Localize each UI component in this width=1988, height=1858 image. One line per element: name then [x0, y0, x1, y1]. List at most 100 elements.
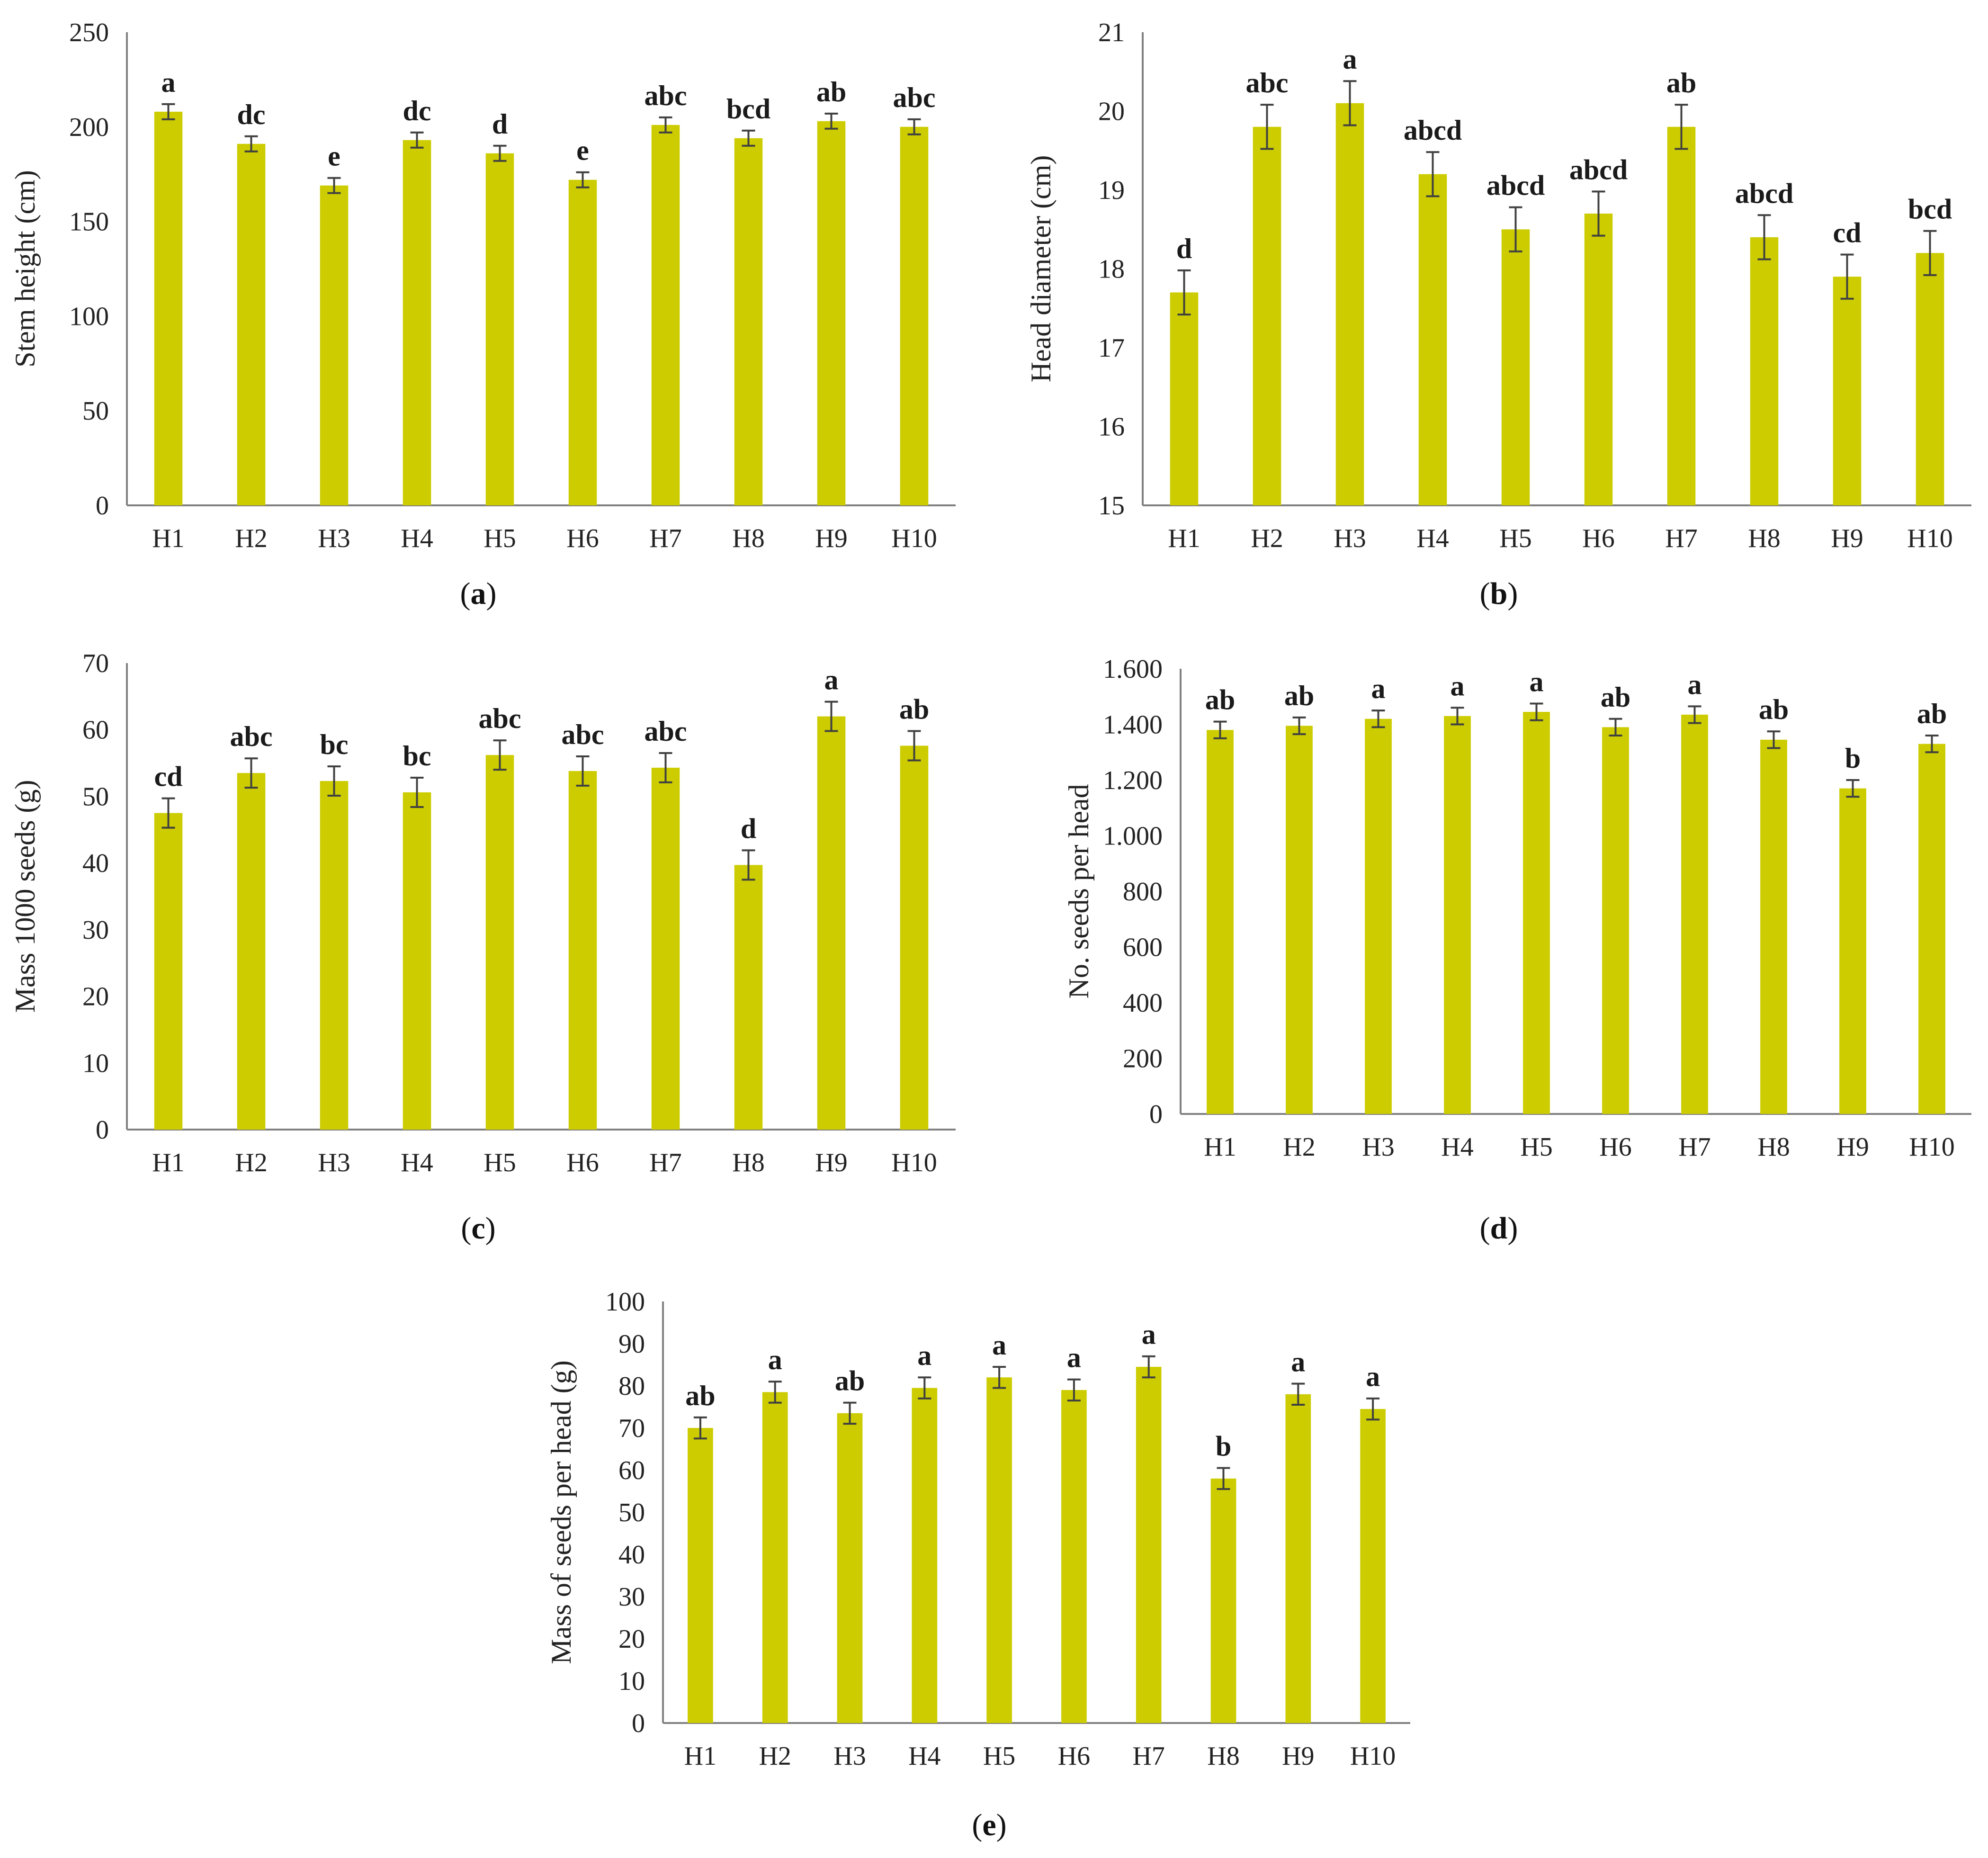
- x-tick-label: H4: [401, 1148, 433, 1177]
- bar-h8: [1210, 1478, 1236, 1723]
- significance-label: bc: [403, 740, 431, 772]
- significance-label: d: [492, 108, 508, 140]
- bar-h6: [1584, 213, 1613, 505]
- chart-panel-b: 15 16 17 18 19 20 21 Head diameter (cm) d H1 abc H2…: [1025, 18, 1971, 611]
- y-tick-label: 60: [618, 1456, 645, 1485]
- significance-label: cd: [1833, 217, 1862, 249]
- bar-h6: [1602, 727, 1629, 1114]
- x-tick-label: H7: [649, 1148, 681, 1177]
- significance-label: d: [1176, 233, 1192, 264]
- y-tick-label: 40: [618, 1540, 645, 1570]
- error-bar: [659, 752, 672, 783]
- error-bar: [1260, 104, 1274, 150]
- bar-h9: [1285, 1394, 1311, 1723]
- significance-label: a: [1371, 673, 1386, 704]
- bar-h3: [320, 185, 349, 505]
- y-tick-label: 30: [82, 916, 109, 945]
- error-bar: [410, 131, 424, 149]
- x-tick-label: H1: [684, 1741, 716, 1771]
- bar-h1: [154, 111, 183, 505]
- significance-label: abc: [230, 721, 273, 752]
- bar-h1: [154, 813, 183, 1130]
- bar-h9: [1833, 277, 1862, 505]
- y-tick-label: 21: [1098, 18, 1125, 47]
- x-tick-label: H2: [1251, 524, 1283, 553]
- y-axis-title: Mass 1000 seeds (g): [9, 780, 41, 1013]
- significance-label: abc: [645, 716, 687, 747]
- significance-label: abcd: [1404, 115, 1462, 146]
- error-bar: [1067, 1378, 1081, 1402]
- panel-letter: c: [471, 1211, 485, 1246]
- x-tick-label: H10: [1909, 1132, 1954, 1162]
- chart-panel-d: 0 200 400 600 800 1.000 1.200 1.400 1.600 No. see…: [1063, 655, 1971, 1246]
- y-tick-label: 20: [1098, 97, 1125, 126]
- error-bar: [824, 112, 838, 130]
- y-tick-label: 0: [96, 1115, 109, 1145]
- significance-label: a: [1688, 669, 1702, 700]
- significance-label: ab: [685, 1380, 715, 1411]
- bar-h5: [485, 755, 514, 1130]
- y-tick-label: 90: [618, 1329, 645, 1359]
- significance-label: abcd: [1487, 170, 1545, 201]
- y-tick-label: 50: [82, 782, 109, 811]
- error-bar: [993, 1365, 1006, 1389]
- error-bar: [1291, 1382, 1305, 1406]
- chart-panel-a: 0 50 100 150 200 250 Stem height (cm) a H1 dc H2 e H…: [9, 18, 956, 611]
- error-bar: [1675, 104, 1688, 150]
- y-tick-label: 20: [618, 1625, 645, 1654]
- significance-label: ab: [835, 1365, 865, 1397]
- error-bar: [1688, 705, 1701, 724]
- significance-label: bcd: [726, 93, 770, 125]
- panel-caption: (d): [1480, 1211, 1518, 1246]
- bar-h8: [1760, 739, 1787, 1114]
- x-tick-label: H6: [566, 524, 599, 553]
- x-tick-label: H9: [815, 1148, 847, 1177]
- x-tick-label: H8: [732, 1148, 764, 1177]
- error-bar: [843, 1401, 857, 1425]
- x-tick-label: H10: [891, 524, 937, 553]
- x-tick-label: H7: [1665, 524, 1697, 553]
- significance-label: ab: [1917, 698, 1947, 729]
- significance-label: abcd: [1735, 178, 1793, 209]
- error-bar: [1366, 1397, 1380, 1421]
- y-tick-label: 800: [1123, 877, 1163, 907]
- x-tick-label: H6: [1582, 524, 1614, 553]
- y-axis-title: No. seeds per head: [1063, 784, 1094, 998]
- x-tick-label: H5: [1499, 524, 1531, 553]
- bar-h2: [1286, 726, 1313, 1114]
- y-tick-label: 10: [82, 1049, 109, 1078]
- error-bar: [907, 118, 921, 135]
- significance-label: abc: [479, 703, 521, 734]
- y-tick-label: 1.000: [1103, 822, 1163, 851]
- bar-h7: [651, 767, 680, 1130]
- y-tick-label: 0: [1149, 1100, 1163, 1129]
- bar-h10: [1918, 744, 1945, 1114]
- x-tick-label: H10: [1907, 524, 1952, 553]
- x-tick-label: H7: [1678, 1132, 1710, 1162]
- x-tick-label: H8: [1748, 524, 1780, 553]
- error-bar: [1343, 80, 1357, 126]
- x-tick-label: H8: [1757, 1132, 1790, 1162]
- panel-letter: e: [982, 1808, 996, 1842]
- error-bar: [327, 177, 341, 194]
- significance-label: b: [1216, 1431, 1231, 1462]
- y-tick-label: 20: [82, 982, 109, 1012]
- y-axis-title: Head diameter (cm): [1025, 155, 1057, 383]
- x-tick-label: H5: [983, 1741, 1015, 1771]
- significance-label: a: [824, 664, 839, 696]
- y-tick-label: 80: [618, 1372, 645, 1401]
- y-tick-label: 200: [1123, 1044, 1163, 1074]
- panel-letter: d: [1490, 1211, 1508, 1246]
- significance-label: ab: [1759, 694, 1789, 725]
- bar-h1: [1170, 292, 1199, 505]
- x-tick-label: H7: [649, 524, 681, 553]
- bar-h1: [1207, 730, 1234, 1114]
- error-bar: [1213, 720, 1227, 739]
- y-tick-label: 1.400: [1103, 710, 1163, 740]
- x-tick-label: H6: [1599, 1132, 1631, 1162]
- x-tick-label: H3: [1362, 1132, 1394, 1162]
- error-bar: [1846, 779, 1860, 798]
- bar-h10: [900, 745, 929, 1130]
- bar-h5: [1523, 712, 1550, 1114]
